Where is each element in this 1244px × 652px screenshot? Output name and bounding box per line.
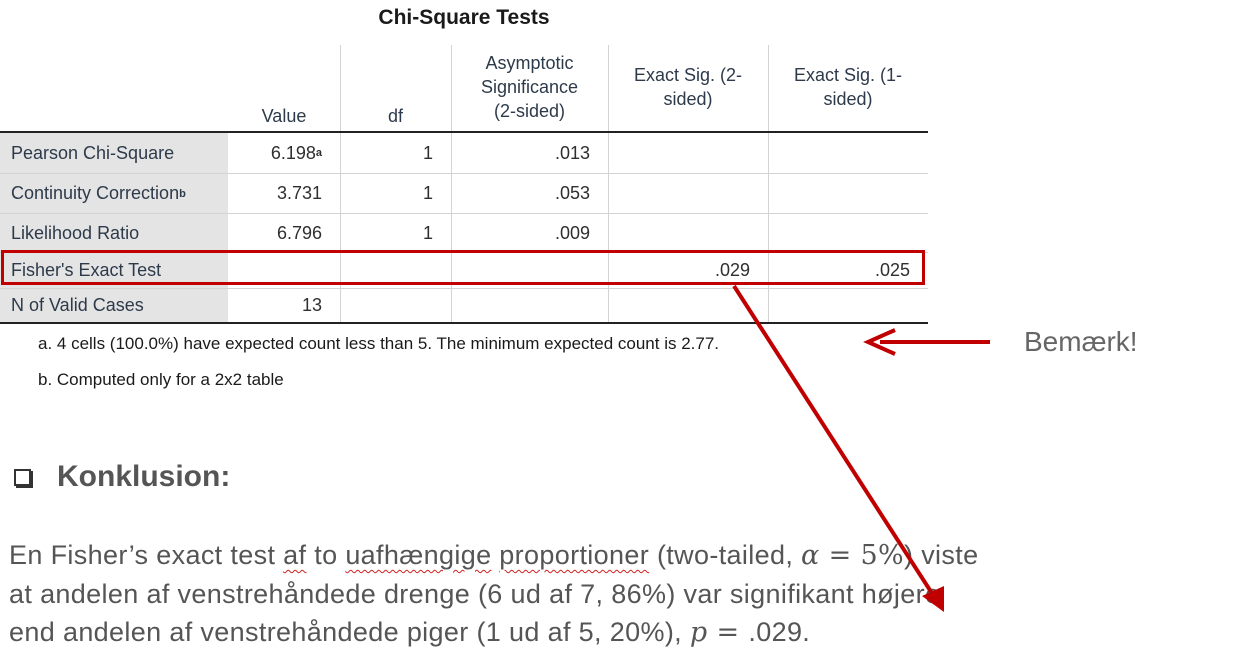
cell-exact-2sided: .029 <box>608 253 768 288</box>
cell-df: 1 <box>340 174 451 213</box>
text-run: proportioner <box>499 540 650 570</box>
row-label: Pearson Chi-Square <box>0 133 228 173</box>
row-border <box>0 173 928 174</box>
cell-df: 1 <box>340 133 451 173</box>
cell-value-text: 6.796 <box>276 222 322 243</box>
conclusion-heading: Konklusion: <box>14 460 230 494</box>
text-run: uafhængige <box>345 540 492 570</box>
header-exact-2sided: Exact Sig. (2- sided) <box>608 45 768 131</box>
row-border <box>0 213 928 214</box>
cell-asymp: .009 <box>451 214 608 252</box>
row-label-text: Continuity Correction <box>11 183 180 203</box>
cell-exact1-text: .025 <box>874 260 910 280</box>
cell-asymp: .053 <box>451 174 608 213</box>
table-title: Chi-Square Tests <box>378 6 550 29</box>
row-label-text: Likelihood Ratio <box>11 222 140 243</box>
footnote-b: b. Computed only for a 2x2 table <box>38 370 284 389</box>
cell-value: 13 <box>228 289 340 322</box>
text-run: ) viste <box>904 540 979 570</box>
cell-df-text: 1 <box>422 142 433 163</box>
text-run: af <box>283 540 307 570</box>
col-divider <box>340 45 341 323</box>
col-divider <box>451 45 452 323</box>
header-exact-1sided: Exact Sig. (1- sided) <box>768 45 928 131</box>
header-border <box>0 131 928 133</box>
footnote-marker: b <box>179 187 186 200</box>
header-exact1-line: Exact Sig. (1- <box>793 64 903 85</box>
math-p: p <box>689 617 708 648</box>
conclusion-line-2: at andelen af venstrehåndede drenge (6 u… <box>9 579 941 609</box>
math-equals: = <box>707 617 749 648</box>
row-label-text: N of Valid Cases <box>11 295 144 315</box>
table-row: Pearson Chi-Square 6.198 a 1 .013 <box>0 133 928 173</box>
checkbox-bullet-icon <box>14 468 31 486</box>
cell-asymp-text: .009 <box>554 222 590 243</box>
row-label: Continuity Correction b <box>0 174 228 213</box>
footnote-a: a. 4 cells (100.0%) have expected count … <box>38 334 720 353</box>
footnote-marker: a <box>315 147 322 159</box>
header-asymp-line: Significance <box>480 76 579 97</box>
col-divider <box>608 45 609 323</box>
text-run: end andelen af venstrehåndede piger (1 u… <box>9 617 690 647</box>
conclusion-paragraph: En Fisher’s exact test af to uafhængige … <box>9 536 1239 652</box>
row-label-text: Pearson Chi-Square <box>11 142 175 163</box>
table-row: N of Valid Cases 13 <box>0 289 928 322</box>
row-label-text: Fisher's Exact Test <box>11 260 162 280</box>
col-divider <box>768 45 769 323</box>
note-arrowhead-icon <box>863 328 896 356</box>
cell-df-text: 1 <box>422 183 433 203</box>
header-df: df <box>340 45 451 131</box>
cell-asymp-text: .013 <box>554 142 590 163</box>
cell-exact-1sided: .025 <box>768 253 928 288</box>
cell-asymp: .013 <box>451 133 608 173</box>
header-value-text: Value <box>261 106 307 126</box>
conclusion-line-3: end andelen af venstrehåndede piger (1 u… <box>9 613 1239 652</box>
cell-asymp-text: .053 <box>554 183 590 203</box>
conclusion-line-1: En Fisher’s exact test af to uafhængige … <box>9 536 1239 575</box>
conclusion-heading-text: Konklusion: <box>57 460 231 493</box>
row-label: N of Valid Cases <box>0 289 228 322</box>
math-equals: = 5% <box>819 540 905 571</box>
cell-value-text: 3.731 <box>276 183 322 203</box>
pvalue-arrow-icon <box>732 284 937 600</box>
cell-df-text: 1 <box>422 222 433 243</box>
header-exact2-line: sided) <box>663 88 713 109</box>
header-asymp-line: (2-sided) <box>493 100 566 121</box>
table-row: Likelihood Ratio 6.796 1 .009 <box>0 214 928 252</box>
header-exact1-line: sided) <box>823 88 873 109</box>
header-value: Value <box>228 45 340 131</box>
fisher-highlight-box <box>1 250 925 285</box>
header-df-text: df <box>387 106 403 126</box>
header-asymptotic: Asymptotic Significance (2-sided) <box>451 45 608 131</box>
pvalue-arrowhead-icon <box>922 586 944 612</box>
cell-df: 1 <box>340 214 451 252</box>
table-row: Continuity Correction b 3.731 1 .053 <box>0 174 928 213</box>
cell-value-text: 13 <box>301 295 322 315</box>
header-asymp-line: Asymptotic <box>485 52 574 73</box>
cell-value: 3.731 <box>228 174 340 213</box>
cell-value: 6.198 a <box>228 133 340 173</box>
text-run: to <box>306 540 346 570</box>
note-label: Bemærk! <box>1024 326 1138 357</box>
cell-value: 6.796 <box>228 214 340 252</box>
row-border <box>0 288 928 289</box>
cell-value-text: 6.198 <box>270 142 316 163</box>
header-exact2-line: Exact Sig. (2- <box>633 64 743 85</box>
text-run: .029. <box>748 617 811 647</box>
row-label: Likelihood Ratio <box>0 214 228 252</box>
text-run: En Fisher’s exact test <box>9 540 284 570</box>
table-bottom-border <box>0 322 928 324</box>
text-run: (two-tailed, <box>649 540 802 570</box>
math-alpha: α <box>801 540 820 571</box>
cell-exact2-text: .029 <box>714 260 750 280</box>
